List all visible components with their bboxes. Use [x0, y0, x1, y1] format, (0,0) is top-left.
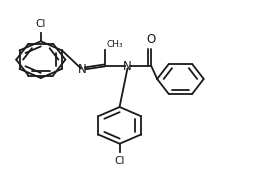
Text: Cl: Cl: [114, 156, 125, 166]
Text: N: N: [78, 63, 87, 76]
Text: Cl: Cl: [36, 19, 46, 29]
Text: O: O: [147, 33, 156, 46]
Text: CH₃: CH₃: [107, 40, 123, 49]
Text: N: N: [123, 60, 132, 73]
